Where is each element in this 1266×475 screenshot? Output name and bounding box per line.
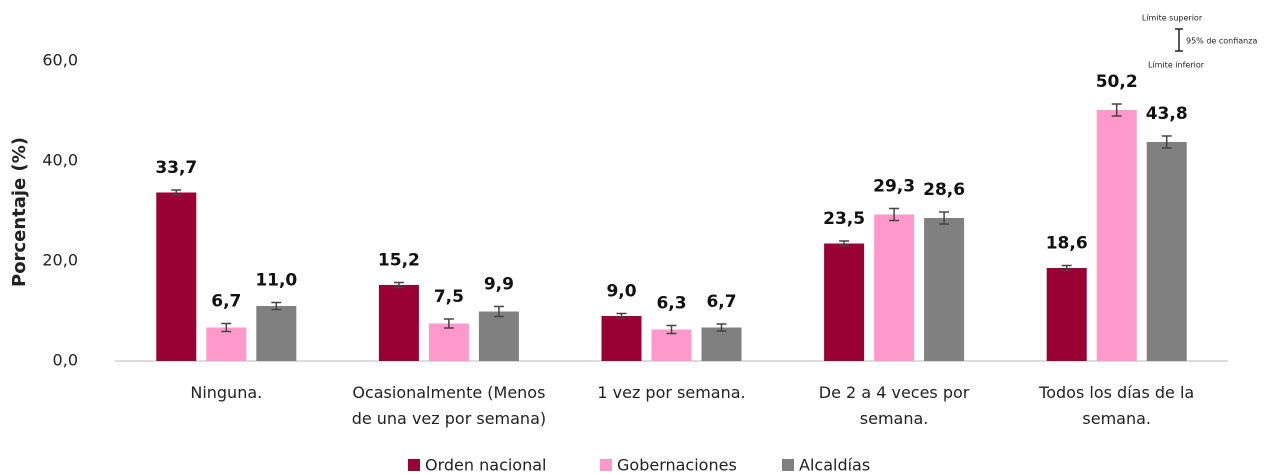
x-tick-label: Todos los días de la semana. <box>1038 383 1194 428</box>
x-tick-label: De 2 a 4 veces por semana. <box>819 383 970 428</box>
bar <box>206 327 247 361</box>
legend-swatch <box>408 459 420 471</box>
bar <box>651 329 692 361</box>
note-lower: Límite inferior <box>1148 61 1205 70</box>
note-middle: 95% de confianza <box>1186 37 1257 46</box>
x-tick-label: Ninguna. <box>190 383 262 402</box>
value-label: 6,3 <box>656 294 686 314</box>
value-label: 28,6 <box>923 180 965 200</box>
value-label: 23,5 <box>823 209 865 229</box>
bar <box>874 214 915 361</box>
bar <box>428 323 469 361</box>
note-upper: Límite superior <box>1142 14 1203 23</box>
value-label: 15,2 <box>378 251 420 271</box>
value-label: 33,7 <box>155 158 197 178</box>
bar <box>256 306 297 361</box>
bar <box>1146 142 1187 361</box>
bar <box>156 192 197 361</box>
value-label: 29,3 <box>873 177 915 197</box>
legend-label: Gobernaciones <box>617 456 737 475</box>
bar <box>378 285 419 361</box>
value-label: 18,6 <box>1046 234 1088 254</box>
x-tick-label: 1 vez por semana. <box>597 383 745 402</box>
legend-swatch <box>782 459 794 471</box>
y-tick-label: 0,0 <box>53 351 78 370</box>
bar <box>478 311 519 361</box>
value-label: 11,0 <box>255 271 297 291</box>
y-axis-label: Porcentaje (%) <box>9 137 30 287</box>
legend-label: Alcaldías <box>799 456 870 475</box>
value-label: 6,7 <box>706 292 736 312</box>
y-tick-label: 60,0 <box>42 51 78 70</box>
y-tick-label: 40,0 <box>42 151 78 170</box>
error-note: Límite superior 95% de confianza Límite … <box>1142 14 1258 70</box>
x-tick-label: Ocasionalmente (Menos de una vez por sema… <box>352 383 546 428</box>
legend-swatch <box>600 459 612 471</box>
value-label: 9,0 <box>606 282 636 302</box>
bar <box>701 327 742 361</box>
bar <box>601 316 642 361</box>
bar <box>1096 110 1137 361</box>
bar <box>924 218 965 361</box>
value-label: 9,9 <box>484 275 514 295</box>
value-label: 43,8 <box>1146 104 1188 124</box>
value-label: 7,5 <box>434 287 464 307</box>
legend-label: Orden nacional <box>425 456 546 475</box>
bar <box>824 243 865 361</box>
y-tick-label: 20,0 <box>42 251 78 270</box>
bar <box>1046 268 1087 361</box>
value-label: 6,7 <box>211 292 241 312</box>
value-label: 50,2 <box>1096 72 1138 92</box>
